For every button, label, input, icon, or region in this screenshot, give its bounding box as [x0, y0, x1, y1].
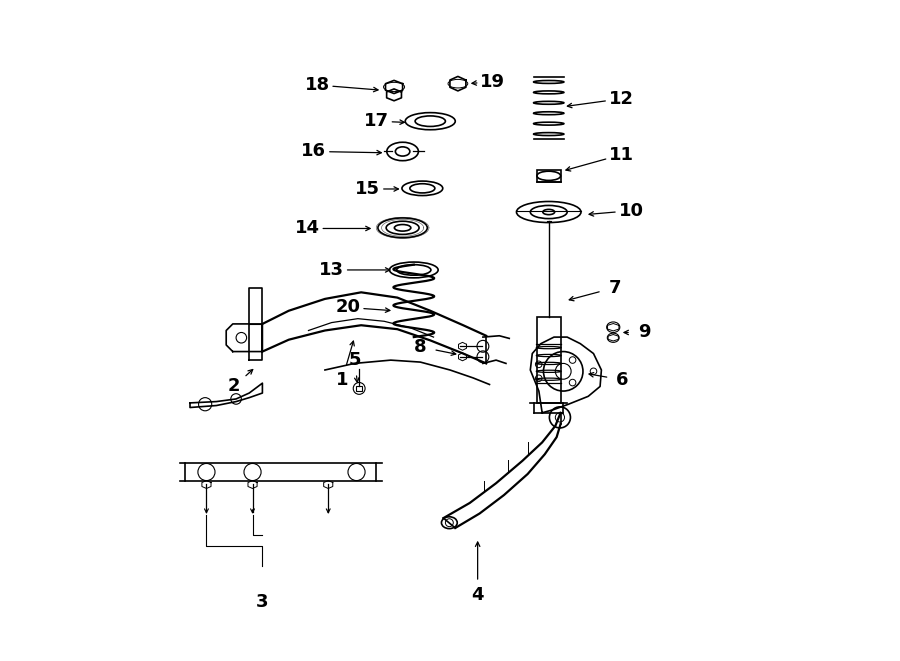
- Text: 15: 15: [356, 180, 380, 198]
- Text: 17: 17: [364, 112, 389, 130]
- Bar: [356, 386, 363, 391]
- Bar: [537, 317, 561, 403]
- Text: 5: 5: [348, 351, 361, 369]
- Text: 18: 18: [304, 76, 329, 94]
- Text: 16: 16: [302, 143, 326, 161]
- Text: 12: 12: [608, 90, 634, 108]
- Text: 19: 19: [481, 73, 505, 91]
- Text: 14: 14: [294, 219, 320, 237]
- Text: 8: 8: [414, 338, 427, 356]
- Text: 4: 4: [472, 586, 484, 604]
- Bar: [185, 463, 376, 481]
- Text: 13: 13: [319, 261, 344, 279]
- Text: 11: 11: [608, 146, 634, 164]
- Text: 1: 1: [336, 371, 348, 389]
- Text: 6: 6: [616, 371, 629, 389]
- Text: 10: 10: [618, 202, 644, 219]
- Text: 9: 9: [638, 323, 651, 342]
- Text: 7: 7: [608, 279, 621, 297]
- Text: 2: 2: [228, 377, 240, 395]
- Text: 20: 20: [336, 299, 361, 317]
- Bar: [537, 170, 561, 182]
- Text: 3: 3: [256, 593, 269, 611]
